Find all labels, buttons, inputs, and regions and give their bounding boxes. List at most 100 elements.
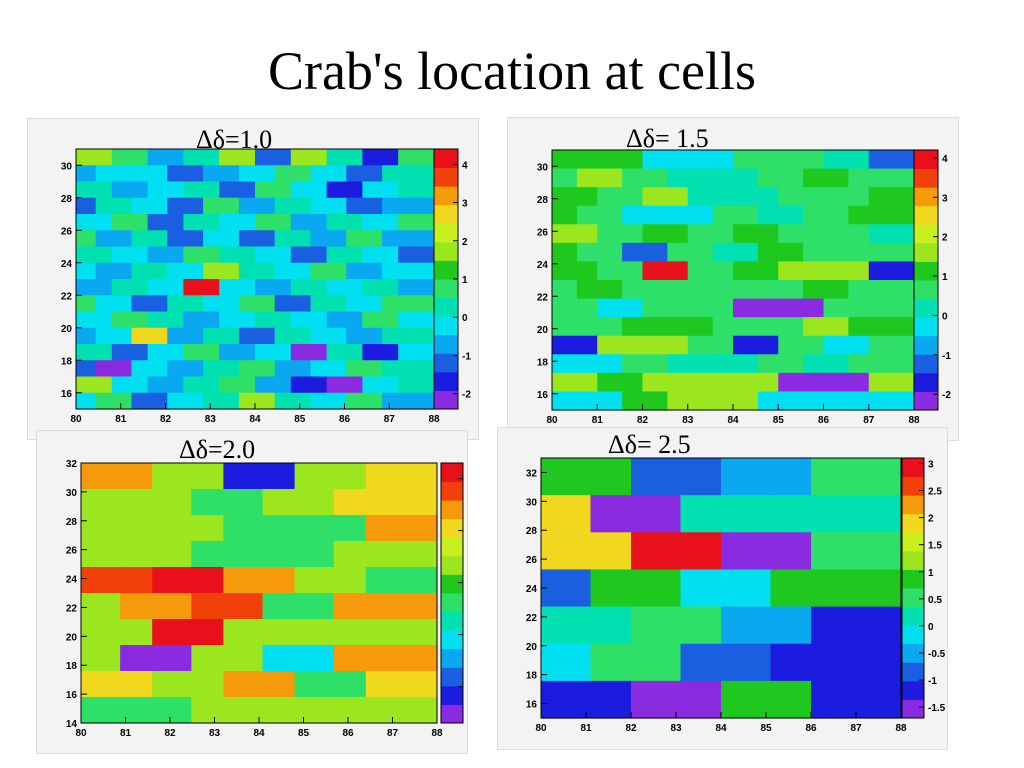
heatmap-cell xyxy=(552,280,578,300)
heatmap-cell xyxy=(622,317,668,337)
heatmap-cell xyxy=(398,149,435,166)
colorbar-swatch xyxy=(434,279,458,299)
heatmap-cell xyxy=(131,360,168,378)
heatmap-cell xyxy=(81,489,121,516)
heatmap-cell xyxy=(76,376,113,394)
heatmap-cell xyxy=(552,224,598,244)
heatmap-cell xyxy=(95,392,133,410)
heatmap-cell xyxy=(382,327,435,345)
heatmap-cell xyxy=(382,295,435,313)
heatmap-cell xyxy=(274,360,312,378)
heatmap-cell xyxy=(76,197,97,215)
heatmap-cell xyxy=(274,197,312,215)
heatmap-cell xyxy=(398,279,435,296)
heatmap-cell xyxy=(803,391,849,411)
heatmap-cell xyxy=(326,149,363,166)
heatmap-cell xyxy=(778,372,825,393)
heatmap-cell xyxy=(81,515,153,542)
heatmap-cell xyxy=(868,298,915,318)
colorbar-swatch xyxy=(914,298,938,318)
heatmap-cell xyxy=(576,354,623,374)
x-tick-label: 84 xyxy=(249,414,261,425)
heatmap-cell xyxy=(310,295,347,313)
heatmap-cell xyxy=(823,261,870,281)
heatmap-cell xyxy=(183,181,220,199)
heatmap-cell xyxy=(382,360,435,378)
heatmap-cell xyxy=(167,165,204,183)
x-tick-label: 85 xyxy=(760,723,772,734)
x-tick-label: 83 xyxy=(205,414,217,425)
heatmap-cell xyxy=(167,327,204,345)
panel-title: Δδ= 2.5 xyxy=(608,430,691,459)
colorbar-tick-label: 2.5 xyxy=(928,487,942,498)
heatmap-cell xyxy=(823,150,870,170)
colorbar-swatch xyxy=(914,224,938,244)
colorbar-swatch xyxy=(914,372,938,392)
heatmap-cell xyxy=(868,372,915,393)
y-tick-label: 30 xyxy=(61,161,73,172)
heatmap-cell xyxy=(552,168,578,188)
heatmap-cell xyxy=(362,279,399,296)
heatmap-cell xyxy=(622,391,668,411)
colorbar-swatch xyxy=(441,574,463,594)
heatmap-cell xyxy=(131,295,168,313)
heatmap-cell xyxy=(365,463,438,490)
x-tick-label: 83 xyxy=(682,415,694,426)
heatmap-cell xyxy=(326,214,363,231)
heatmap-cell xyxy=(310,360,347,378)
x-tick-label: 88 xyxy=(895,723,907,734)
heatmap-cell xyxy=(147,344,184,361)
x-tick-label: 87 xyxy=(863,415,875,426)
heatmap-cell xyxy=(255,311,292,329)
heatmap-cell xyxy=(622,242,668,263)
heatmap-cell xyxy=(81,567,153,594)
heatmap-cell xyxy=(262,645,335,672)
heatmap-cell xyxy=(803,168,849,188)
x-tick-label: 86 xyxy=(339,414,351,425)
heatmap-cell xyxy=(76,311,113,329)
heatmap-cell xyxy=(346,197,383,215)
y-tick-label: 16 xyxy=(66,690,78,701)
y-tick-label: 16 xyxy=(61,389,73,400)
heatmap-cell xyxy=(310,327,347,345)
heatmap-cell xyxy=(823,224,870,244)
heatmap-chart-2: 80 81 82 83 84 85 86 87 88 16 18 20 22 24 26 28 30 4 3 2 1 0 -… xyxy=(537,149,951,426)
heatmap-cell xyxy=(757,168,804,188)
heatmap-cell xyxy=(590,569,682,608)
heatmap-cell xyxy=(680,495,772,533)
colorbar-swatch xyxy=(434,223,458,243)
heatmap-cell xyxy=(733,224,779,244)
heatmap-cell xyxy=(203,165,240,183)
heatmap-cell xyxy=(687,150,734,170)
heatmap-panel-3: Δδ=2.0 80 81 82 83 84 85 86 87 88 14 16 18 20 22 24 26 2… xyxy=(36,430,468,754)
y-tick-label: 16 xyxy=(537,390,549,401)
heatmap-cell xyxy=(76,214,113,231)
heatmap-cell xyxy=(552,354,578,374)
heatmap-cell xyxy=(803,354,849,374)
heatmap-cell xyxy=(76,230,97,248)
heatmap-cell xyxy=(382,197,435,215)
heatmap-cell xyxy=(382,230,435,248)
colorbar-swatch xyxy=(434,241,458,261)
x-tick-label: 84 xyxy=(715,723,727,734)
heatmap-cell xyxy=(398,246,435,264)
y-tick-label: 28 xyxy=(526,526,538,537)
heatmap-cell xyxy=(152,463,224,490)
heatmap-cell xyxy=(382,392,435,410)
colorbar-frame xyxy=(913,149,939,411)
heatmap-cell xyxy=(712,317,759,337)
heatmap-cell xyxy=(76,344,113,361)
y-tick-label: 26 xyxy=(526,555,538,566)
heatmap-cell xyxy=(238,392,276,410)
colorbar-tick-label: 2 xyxy=(942,233,948,244)
heatmap-cell xyxy=(622,354,668,374)
heatmap-cell xyxy=(778,150,825,170)
y-tick-label: 24 xyxy=(537,260,549,271)
heatmap-cell xyxy=(552,317,578,337)
heatmap-cell xyxy=(712,242,759,263)
heatmap-cell xyxy=(667,280,714,300)
colorbar-swatch xyxy=(434,260,458,280)
heatmap-cell xyxy=(667,317,714,337)
heatmap-cell xyxy=(203,295,240,313)
heatmap-cell xyxy=(147,149,184,166)
